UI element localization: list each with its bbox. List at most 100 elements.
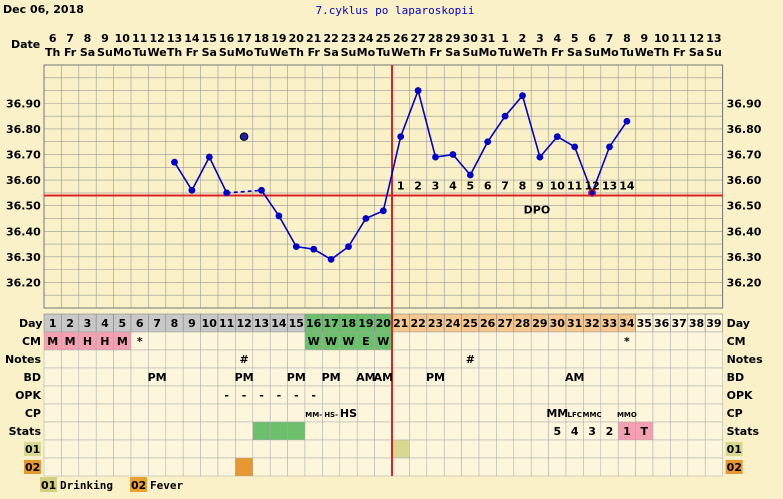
row-cell-r01 [652, 439, 671, 459]
row-cell-stats [252, 421, 271, 441]
date-weekday: Su [462, 46, 478, 59]
row-cell-notes [304, 349, 323, 369]
row-cell-opk [182, 385, 201, 405]
row-label-left: CP [25, 407, 41, 420]
temp-point [397, 133, 405, 141]
date-number: 23 [341, 32, 356, 45]
row-cell-opk [635, 385, 654, 405]
row-value-opk: - [242, 389, 247, 402]
row-cell-r02 [356, 457, 375, 477]
date-number: 10 [654, 32, 670, 45]
date-number: 28 [428, 32, 443, 45]
y-tick-label-right: 36.70 [727, 149, 762, 162]
temp-point [571, 143, 579, 151]
row-cell-cm [565, 331, 584, 351]
dpo-number: 8 [519, 179, 527, 192]
row-cell-r02 [600, 457, 619, 477]
row-cell-r01 [374, 439, 393, 459]
row-cell-r02 [61, 457, 80, 477]
row-cell-opk [565, 385, 584, 405]
row-cell-notes [356, 349, 375, 369]
day-number: 1 [49, 317, 57, 330]
date-number: 26 [393, 32, 409, 45]
temp-point [205, 153, 213, 161]
row-value-opk: - [224, 389, 229, 402]
row-cell-cm [391, 331, 410, 351]
day-number: 14 [271, 317, 287, 330]
row-value-bd: PM [235, 371, 254, 384]
row-cell-notes [443, 349, 462, 369]
row-cell-stats [61, 421, 80, 441]
day-number: 17 [323, 317, 338, 330]
row-cell-bd [217, 367, 236, 387]
y-tick-label-right: 36.50 [727, 200, 762, 213]
row-cell-r01 [148, 439, 167, 459]
row-cell-r01 [95, 439, 114, 459]
row-cell-opk [95, 385, 114, 405]
day-number: 4 [101, 317, 109, 330]
row-cell-bd [600, 367, 619, 387]
date-number: 22 [323, 32, 338, 45]
date-number: 8 [623, 32, 631, 45]
temp-point [606, 143, 613, 151]
row-value-cm: M [117, 335, 128, 348]
day-number: 37 [671, 317, 686, 330]
row-cell-cm [182, 331, 201, 351]
temp-line-segment [399, 90, 419, 137]
row-cell-notes [95, 349, 114, 369]
row-cell-r02 [565, 457, 584, 477]
date-number: 7 [606, 32, 614, 45]
row-cell-stats [704, 421, 723, 441]
row-label-left: CM [22, 335, 41, 348]
row-cell-notes [583, 349, 602, 369]
row-cell-cp [670, 403, 689, 423]
temp-line-segment [191, 156, 211, 191]
row-cell-r02 [635, 457, 654, 477]
row-cell-cm [148, 331, 167, 351]
day-number: 27 [497, 317, 512, 330]
row-cell-r01 [513, 439, 532, 459]
temp-point [275, 212, 283, 220]
row-cell-opk [600, 385, 619, 405]
date-weekday: Su [97, 46, 113, 59]
row-cell-notes [113, 349, 132, 369]
y-tick-label-right: 36.30 [727, 251, 762, 264]
day-number: 5 [118, 317, 126, 330]
date-number: 2 [519, 32, 527, 45]
date-weekday: Fr [186, 46, 199, 59]
date-number: 24 [358, 32, 374, 45]
day-number: 31 [567, 317, 582, 330]
date-weekday: Fr [673, 46, 686, 59]
row-cell-cm [235, 331, 254, 351]
row-cell-cp [600, 403, 619, 423]
date-weekday: Tu [498, 46, 512, 59]
row-cell-r01 [426, 439, 445, 459]
row-cell-stats [356, 421, 375, 441]
date-weekday: Th [654, 46, 669, 59]
row-cell-notes [287, 349, 306, 369]
row-cell-notes [339, 349, 358, 369]
date-weekday: Tu [620, 46, 634, 59]
row-cell-r01 [339, 439, 358, 459]
row-cell-bd [617, 367, 636, 387]
row-cell-r01 [235, 439, 254, 459]
row-cell-notes [617, 349, 636, 369]
row-cell-opk [374, 385, 393, 405]
row-cell-opk [687, 385, 706, 405]
date-weekday: Mo [357, 46, 376, 59]
row-cell-opk [513, 385, 532, 405]
date-number: 25 [376, 32, 391, 45]
date-number: 13 [706, 32, 721, 45]
day-number: 34 [619, 317, 635, 330]
row-cell-cp [61, 403, 80, 423]
row-cell-r02 [374, 457, 393, 477]
row-cell-r01 [443, 439, 462, 459]
row-cell-cp [478, 403, 497, 423]
day-number: 18 [341, 317, 356, 330]
row-cell-stats [443, 421, 462, 441]
row-cell-r02 [217, 457, 236, 477]
row-value-opk: - [259, 389, 264, 402]
day-number: 2 [66, 317, 74, 330]
date-number: 8 [84, 32, 92, 45]
